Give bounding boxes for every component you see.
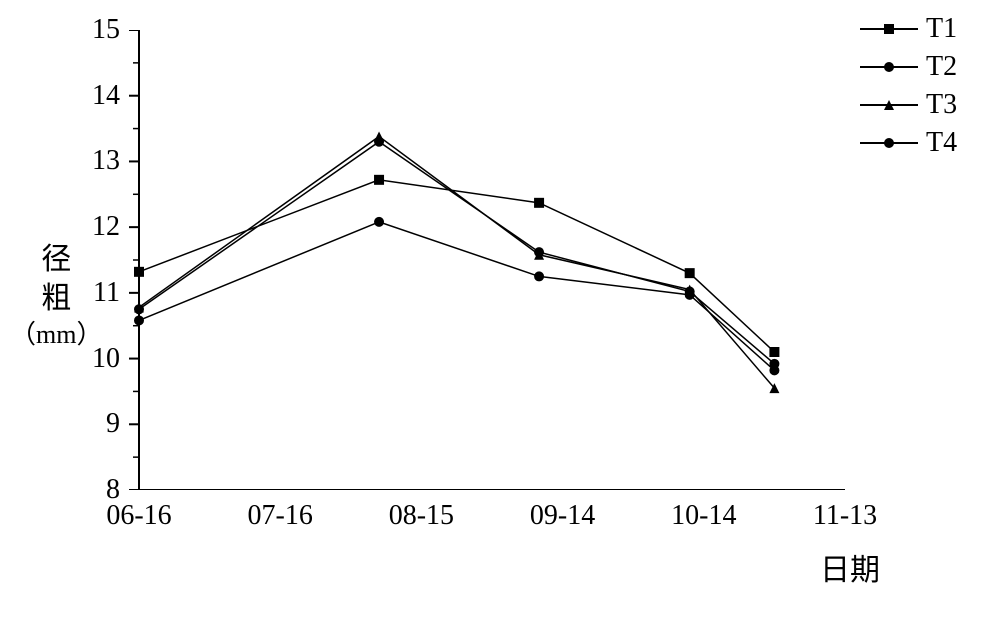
legend-line [860,28,918,30]
triangle-icon [882,98,896,112]
x-tick-label: 10-14 [671,500,736,532]
circle-icon [882,60,896,74]
legend-item: T3 [860,86,957,124]
plot-area [125,30,845,490]
x-tick-label: 11-13 [813,500,877,532]
y-tick-label: 14 [92,80,120,112]
legend-label: T2 [926,51,957,83]
legend-line [860,66,918,68]
chart-container: 径 粗 （mm） 日期 T1T2T3T4 89101112131415 06-1… [0,0,1000,618]
y-tick-label: 11 [93,277,120,309]
y-axis-label: 径 粗 （mm） [10,240,102,352]
y-tick-label: 15 [92,14,120,46]
square-icon [882,22,896,36]
y-tick-label: 9 [106,408,120,440]
legend-line [860,104,918,106]
legend-label: T1 [926,13,957,45]
x-axis-label: 日期 [820,545,880,589]
legend-item: T4 [860,124,957,162]
x-tick-label: 08-15 [389,500,454,532]
y-tick-label: 10 [92,343,120,375]
y-axis-label-line1: 径 [10,240,102,279]
legend-label: T3 [926,89,957,121]
legend-item: T1 [860,10,957,48]
y-axis-label-line2: 粗 [10,279,102,318]
y-tick-label: 13 [92,145,120,177]
x-tick-label: 06-16 [106,500,171,532]
legend-label: T4 [926,127,957,159]
y-tick-label: 12 [92,211,120,243]
legend-line [860,142,918,144]
x-tick-label: 07-16 [248,500,313,532]
legend: T1 T2 T3 T4 [860,10,957,162]
circle-icon [882,136,896,150]
legend-item: T2 [860,48,957,86]
x-tick-label: 09-14 [530,500,595,532]
y-axis-unit: （mm） [10,318,102,352]
